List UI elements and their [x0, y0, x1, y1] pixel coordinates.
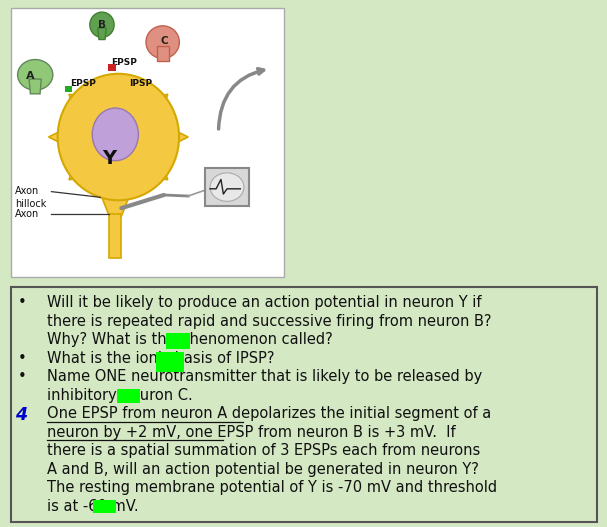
Polygon shape [49, 76, 188, 198]
Polygon shape [98, 28, 106, 40]
Ellipse shape [92, 108, 138, 161]
Text: The resting membrane potential of Y is -70 mV and threshold: The resting membrane potential of Y is -… [47, 481, 498, 495]
Text: One EPSP from neuron A depolarizes the initial segment of a: One EPSP from neuron A depolarizes the i… [47, 406, 492, 421]
FancyBboxPatch shape [205, 168, 249, 206]
FancyBboxPatch shape [65, 86, 72, 92]
FancyBboxPatch shape [117, 389, 140, 404]
Ellipse shape [210, 173, 244, 201]
Text: What is the ionic basis of IPSP?: What is the ionic basis of IPSP? [47, 351, 275, 366]
Text: EPSP: EPSP [111, 57, 137, 67]
Polygon shape [109, 214, 121, 258]
Ellipse shape [58, 74, 179, 200]
Text: 4: 4 [15, 406, 27, 424]
Text: there is a spatial summation of 3 EPSPs each from neurons: there is a spatial summation of 3 EPSPs … [47, 443, 481, 458]
Text: •: • [18, 295, 27, 310]
Polygon shape [101, 196, 129, 216]
Text: C: C [160, 36, 168, 46]
Ellipse shape [90, 12, 114, 37]
Ellipse shape [18, 60, 53, 90]
FancyBboxPatch shape [11, 8, 284, 277]
Text: •: • [18, 351, 27, 366]
FancyBboxPatch shape [93, 500, 117, 513]
FancyBboxPatch shape [166, 333, 191, 349]
Text: Axon: Axon [15, 187, 39, 196]
FancyBboxPatch shape [11, 287, 597, 522]
Text: •: • [18, 369, 27, 384]
Text: EPSP: EPSP [70, 79, 96, 88]
Polygon shape [29, 79, 41, 94]
Text: A and B, will an action potential be generated in neuron Y?: A and B, will an action potential be gen… [47, 462, 479, 477]
FancyBboxPatch shape [156, 352, 183, 372]
Text: Why? What is the phenomenon called?: Why? What is the phenomenon called? [47, 332, 333, 347]
Text: inhibitory neuron C.: inhibitory neuron C. [47, 388, 193, 403]
Ellipse shape [146, 26, 180, 58]
Text: Name ONE neurotransmitter that is likely to be released by: Name ONE neurotransmitter that is likely… [47, 369, 483, 384]
Text: Will it be likely to produce an action potential in neuron Y if: Will it be likely to produce an action p… [47, 295, 482, 310]
Text: B: B [98, 20, 106, 30]
Text: A: A [26, 72, 35, 81]
Text: Y: Y [102, 149, 117, 168]
Text: neuron by +2 mV, one EPSP from neuron B is +3 mV.  If: neuron by +2 mV, one EPSP from neuron B … [47, 425, 456, 440]
Text: there is repeated rapid and successive firing from neuron B?: there is repeated rapid and successive f… [47, 314, 492, 329]
Text: is at -60 mV.: is at -60 mV. [47, 499, 139, 514]
Text: hillock: hillock [15, 200, 47, 209]
Text: IPSP: IPSP [129, 79, 152, 88]
Text: Axon: Axon [15, 210, 39, 219]
Polygon shape [157, 46, 169, 61]
FancyBboxPatch shape [108, 64, 116, 71]
